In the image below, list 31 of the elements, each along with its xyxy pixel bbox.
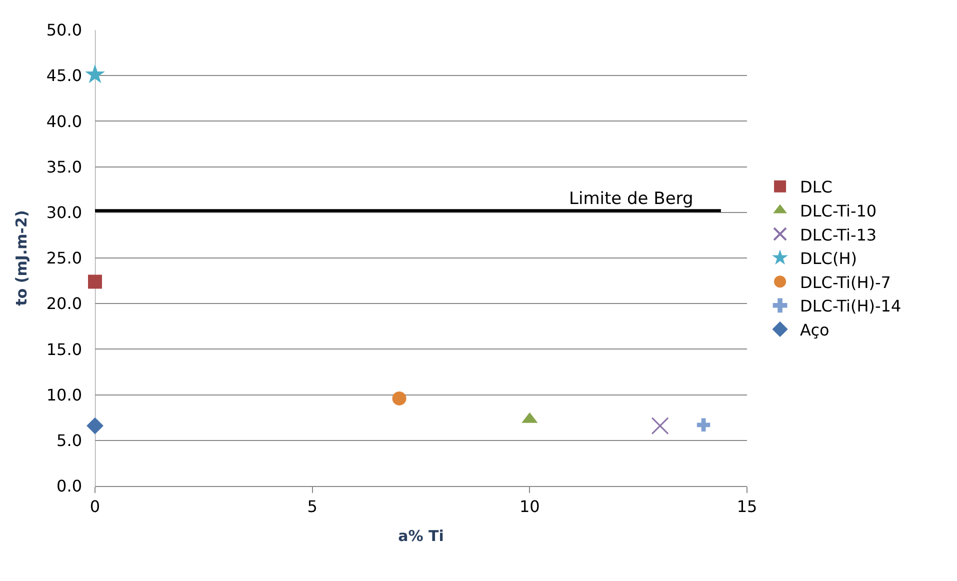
x-tick-label: 15 bbox=[736, 497, 758, 516]
legend-label: DLC-Ti-10 bbox=[800, 201, 877, 220]
x-tick-label: 0 bbox=[90, 497, 100, 516]
ref-line-label: Limite de Berg bbox=[569, 189, 694, 209]
point bbox=[88, 274, 102, 289]
y-tick-label: 20.0 bbox=[46, 294, 82, 314]
y-tick-label: 30.0 bbox=[46, 203, 82, 222]
y-tick-label: 5.0 bbox=[56, 431, 82, 450]
point bbox=[85, 64, 105, 84]
point bbox=[651, 417, 669, 435]
y-tick-label: 45.0 bbox=[46, 66, 82, 86]
y-tick-label: 25.0 bbox=[46, 248, 82, 268]
y-tick-label: 35.0 bbox=[46, 157, 82, 176]
y-tick-label: 40.0 bbox=[46, 112, 82, 131]
x-axis-title: a% Ti bbox=[398, 527, 444, 546]
legend-label: DLC-Ti-13 bbox=[800, 225, 877, 244]
y-tick-label: 10.0 bbox=[46, 385, 82, 404]
y-tick-label: 15.0 bbox=[46, 340, 82, 359]
point bbox=[392, 391, 406, 406]
y-axis-title: to (mJ.m-2) bbox=[12, 210, 31, 306]
legend-label: DLC bbox=[800, 178, 832, 197]
point bbox=[696, 418, 710, 432]
x-tick-label: 5 bbox=[307, 497, 318, 516]
x-tick-label: 10 bbox=[519, 497, 540, 516]
point bbox=[86, 417, 104, 434]
y-tick-label: 0.0 bbox=[56, 476, 82, 496]
legend-label: Aço bbox=[800, 320, 830, 340]
legend-label: DLC-Ti(H)-14 bbox=[800, 296, 902, 316]
legend-label: DLC(H) bbox=[800, 249, 857, 268]
legend-label: DLC-Ti(H)-7 bbox=[800, 272, 891, 292]
y-tick-label: 50.0 bbox=[46, 20, 82, 40]
